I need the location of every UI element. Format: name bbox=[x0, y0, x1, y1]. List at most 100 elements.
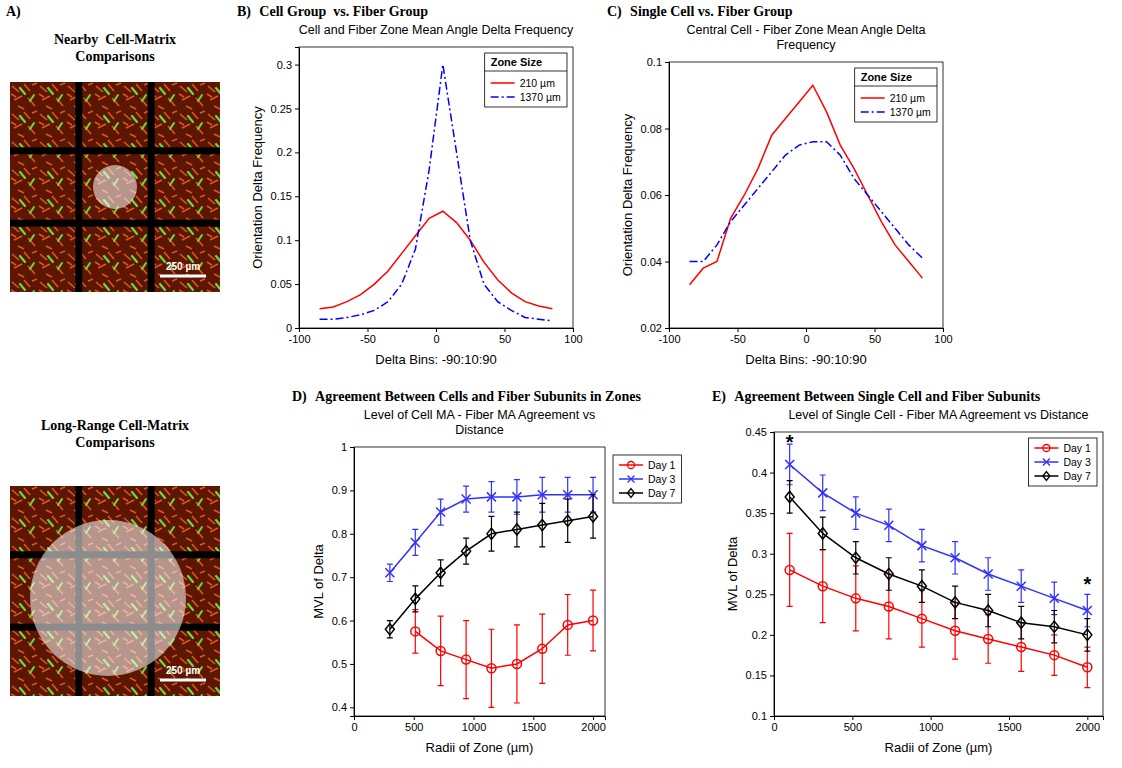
y-tick-label: 0.15 bbox=[271, 190, 292, 202]
x-tick-mark bbox=[1087, 716, 1088, 720]
y-tick: 0.2 bbox=[752, 629, 774, 641]
x-tick-label: 500 bbox=[405, 721, 423, 733]
legend-label: Day 7 bbox=[1063, 470, 1091, 482]
scale-bar-label: 250 µm bbox=[166, 261, 200, 272]
error-bar bbox=[787, 533, 793, 606]
y-axis-title: MVL of Delta bbox=[311, 543, 326, 618]
y-tick-label: 0.8 bbox=[332, 528, 347, 540]
plot-data bbox=[785, 444, 1092, 687]
x-tick: 1000 bbox=[919, 716, 943, 733]
text-line: Central Cell - Fiber Zone Mean Angle Del… bbox=[686, 23, 925, 37]
marker bbox=[538, 644, 547, 653]
marker bbox=[1017, 582, 1026, 591]
text-line: Comparisons bbox=[75, 49, 155, 64]
y-axis-title: Orientation Delta Frequency bbox=[250, 106, 265, 269]
chart-panel: C)Single Cell vs. Fiber GroupCentral Cel… bbox=[607, 4, 953, 367]
legend: Zone Size210 µm1370 µm bbox=[485, 53, 567, 107]
x-tick-mark bbox=[875, 328, 876, 332]
legend-marker bbox=[1043, 472, 1050, 481]
image-tile bbox=[10, 82, 75, 147]
marker bbox=[785, 565, 794, 574]
error-bar bbox=[1051, 611, 1057, 643]
y-tick-label: 0.2 bbox=[277, 146, 292, 158]
x-tick: 1500 bbox=[522, 716, 546, 733]
y-tick: 0.3 bbox=[277, 59, 299, 71]
series-line bbox=[690, 142, 923, 262]
legend-marker bbox=[628, 476, 635, 483]
legend-box bbox=[485, 53, 567, 107]
y-tick-mark bbox=[665, 328, 669, 329]
y-tick-mark bbox=[770, 675, 774, 676]
chart-panel: B)Cell Group vs. Fiber GroupCell and Fib… bbox=[237, 4, 583, 367]
x-tick-label: 500 bbox=[844, 721, 862, 733]
panel-label: A) bbox=[6, 4, 21, 20]
marker bbox=[818, 582, 827, 591]
y-tick-mark bbox=[350, 447, 354, 448]
x-tick-mark bbox=[505, 328, 506, 332]
y-tick: 0.1 bbox=[752, 710, 774, 722]
legend-box bbox=[855, 68, 937, 122]
legend-marker bbox=[628, 462, 635, 469]
y-tick: 0.25 bbox=[746, 588, 774, 600]
marker bbox=[1083, 629, 1092, 640]
panel-heading: Agreement Between Cells and Fiber Subuni… bbox=[315, 389, 641, 404]
plot-frame bbox=[669, 62, 943, 328]
image-tile bbox=[82, 82, 147, 147]
error-bar bbox=[463, 621, 469, 699]
text-line: Level of Cell MA - Fiber MA Agreement vs bbox=[364, 408, 595, 422]
error-bar bbox=[539, 614, 545, 683]
x-tick-label: 1500 bbox=[997, 721, 1021, 733]
marker bbox=[411, 593, 420, 604]
x-axis: 0 500 1000 1500 2000 bbox=[771, 716, 1103, 733]
x-tick-label: 50 bbox=[869, 333, 881, 345]
chart-panel: E)Agreement Between Single Cell and Fibe… bbox=[712, 389, 1104, 755]
legend-swatch bbox=[619, 464, 643, 466]
y-axis: 0.020.040.060.080.1 bbox=[641, 56, 670, 334]
y-axis-line bbox=[350, 448, 355, 717]
legend-label: 1370 µm bbox=[890, 106, 931, 118]
y-tick-mark bbox=[350, 577, 354, 578]
text-line: Cell and Fiber Zone Mean Angle Delta Fre… bbox=[299, 23, 574, 37]
x-tick-mark bbox=[738, 328, 739, 332]
y-tick: 0.4 bbox=[332, 701, 354, 713]
panel-label: B) bbox=[237, 4, 251, 20]
marker bbox=[785, 460, 794, 469]
x-tick: 500 bbox=[405, 716, 423, 733]
x-tick: 50 bbox=[869, 328, 881, 345]
x-tick-label: 0 bbox=[771, 721, 777, 733]
y-tick-label: 0.04 bbox=[641, 256, 662, 268]
image-tile bbox=[155, 486, 220, 551]
x-tick-label: 0 bbox=[803, 333, 809, 345]
error-bar bbox=[590, 495, 596, 538]
x-axis-line bbox=[300, 329, 574, 333]
x-tick: 0 bbox=[351, 716, 357, 733]
y-tick: 0.15 bbox=[746, 669, 774, 681]
x-tick-label: 2000 bbox=[1076, 721, 1100, 733]
error-bar bbox=[514, 512, 520, 547]
zone-circle bbox=[93, 165, 137, 209]
marker bbox=[436, 567, 445, 578]
legend-swatch bbox=[861, 97, 885, 99]
legend-box bbox=[1028, 438, 1097, 486]
marker bbox=[1017, 617, 1026, 628]
marker bbox=[984, 570, 993, 579]
y-tick-mark bbox=[665, 195, 669, 196]
x-tick-label: 0 bbox=[433, 333, 439, 345]
marker bbox=[1050, 651, 1059, 660]
text-line: Level of Single Cell - Fiber MA Agreemen… bbox=[788, 408, 1088, 422]
series-line bbox=[415, 621, 593, 669]
image: 250 µm bbox=[10, 486, 220, 696]
plot-frame bbox=[774, 432, 1103, 716]
marker bbox=[487, 528, 496, 539]
x-tick-mark bbox=[1009, 716, 1010, 720]
image-tile bbox=[82, 227, 147, 292]
x-tick: 1000 bbox=[462, 716, 486, 733]
y-axis-line bbox=[770, 433, 775, 717]
text-line: Agreement Between Single Cell and Fiber … bbox=[734, 389, 1040, 404]
x-tick-label: -50 bbox=[730, 333, 746, 345]
marker bbox=[951, 553, 960, 562]
error-bar bbox=[590, 590, 596, 651]
x-tick: 500 bbox=[844, 716, 862, 733]
y-tick: 0.8 bbox=[332, 528, 354, 540]
image-title: Nearby Cell-MatrixComparisons bbox=[54, 32, 176, 64]
